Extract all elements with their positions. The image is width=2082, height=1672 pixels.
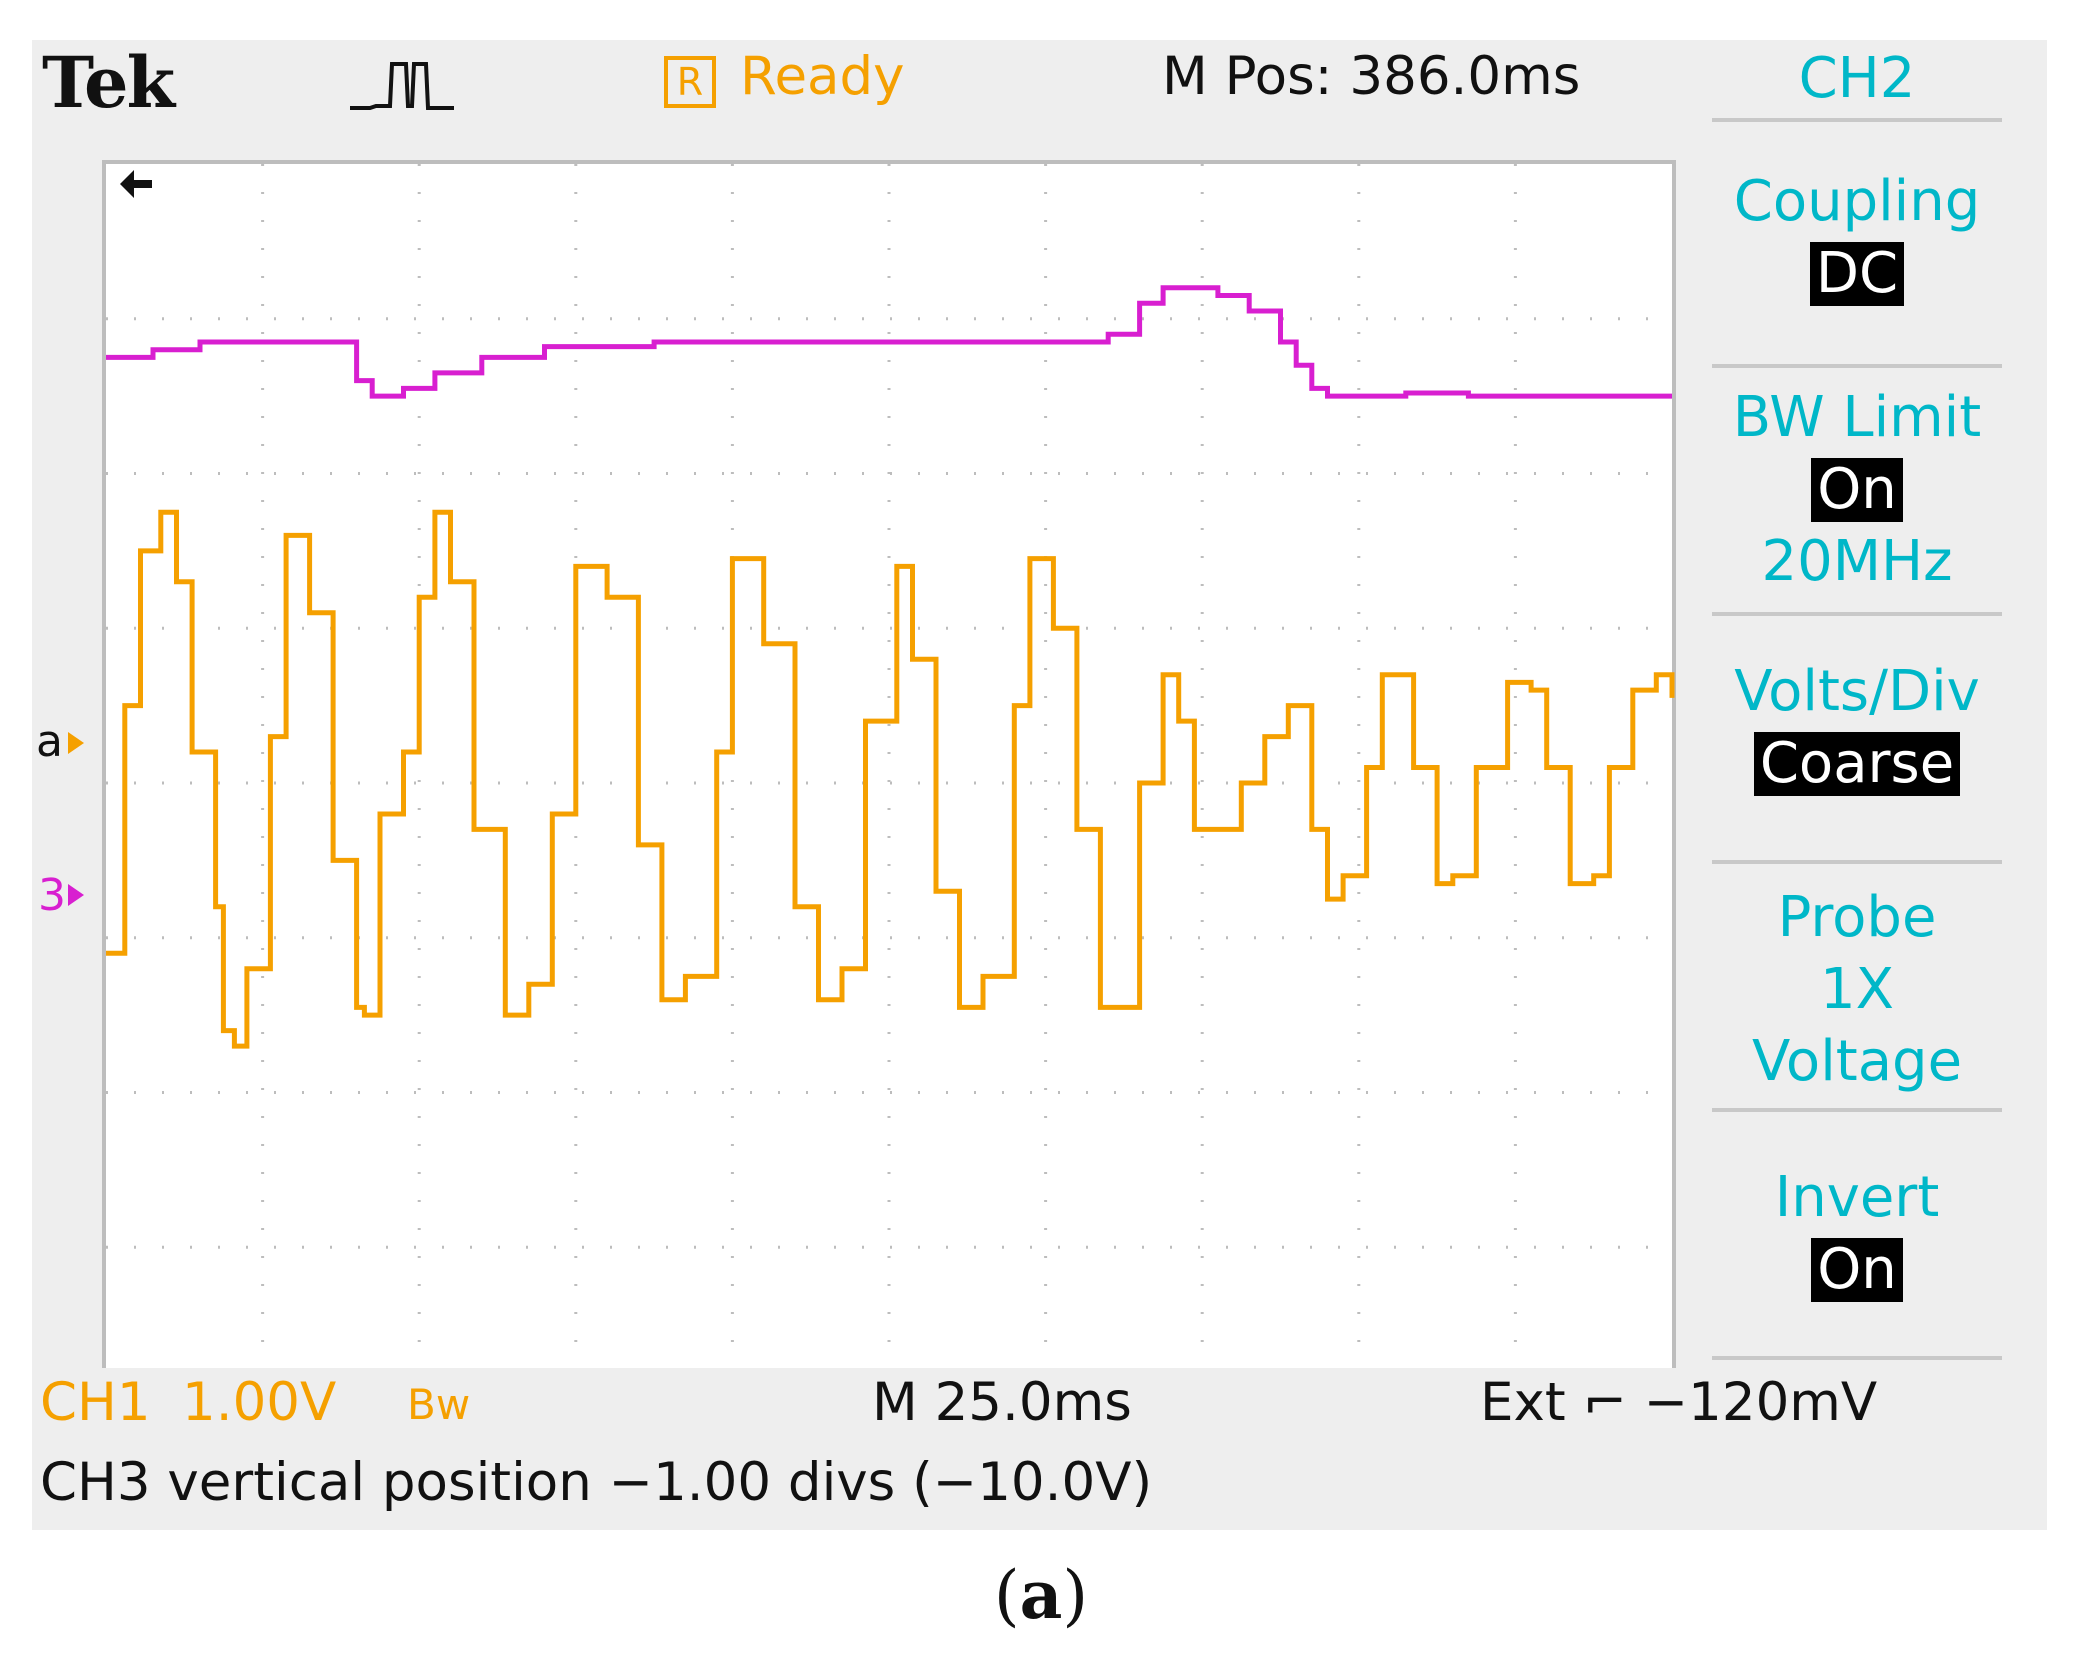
bandwidth-limit-mark: Bw <box>407 1380 471 1429</box>
menu-bw-limit-value: On <box>1811 458 1903 522</box>
trace-ch3 <box>106 285 1672 399</box>
waveform-graticule <box>102 160 1676 1368</box>
menu-invert-label: Invert <box>1774 1165 1940 1230</box>
menu-probe[interactable]: Probe 1X Voltage <box>1712 864 2002 1112</box>
menu-bw-limit-extra: 20MHz <box>1761 529 1953 594</box>
brand-logo: Tek <box>42 41 175 124</box>
status-message: CH3 vertical position −1.00 divs (−10.0V… <box>40 1452 1153 1513</box>
run-state-glyph: R <box>664 56 716 108</box>
run-state-label: Ready <box>740 46 905 107</box>
trigger-readout: Ext ⌐ −120mV <box>1480 1372 1878 1433</box>
menu-bw-limit-label: BW Limit <box>1732 385 1982 450</box>
waveform-traces <box>106 285 1675 1049</box>
menu-probe-ratio: 1X <box>1820 957 1894 1022</box>
menu-volts-div[interactable]: Volts/Div Coarse <box>1712 616 2002 864</box>
menu-coupling-label: Coupling <box>1733 169 1981 234</box>
ch1-ground-marker: a <box>36 716 63 767</box>
trace-ch1 <box>106 509 1675 1049</box>
ch3-ground-marker: 3 <box>38 870 66 921</box>
pulse-waveform-icon <box>350 62 454 110</box>
menu-probe-label: Probe <box>1777 885 1937 950</box>
caption-close-paren: ) <box>1062 1557 1089 1634</box>
ch3-ground-arrow-icon <box>68 884 84 906</box>
menu-coupling[interactable]: Coupling DC <box>1712 122 2002 368</box>
ch1-ground-arrow-icon <box>68 732 84 754</box>
trigger-position-arrow-icon <box>120 170 152 198</box>
menu-channel-title: CH2 <box>1798 46 1916 111</box>
ch1-scale: 1.00V <box>182 1372 337 1433</box>
menu-volts-div-label: Volts/Div <box>1734 659 1980 724</box>
oscilloscope-screen: Tek R Ready M Pos: 386.0ms CH2 Coupling … <box>32 40 2047 1530</box>
menu-bw-limit[interactable]: BW Limit On 20MHz <box>1712 368 2002 616</box>
menu-volts-div-value: Coarse <box>1753 732 1961 796</box>
menu-invert[interactable]: Invert On <box>1712 1112 2002 1360</box>
timebase-readout: M 25.0ms <box>872 1372 1132 1433</box>
ch1-label: CH1 <box>40 1372 151 1433</box>
menu-header-divider <box>1712 40 2002 122</box>
menu-probe-type: Voltage <box>1751 1029 1963 1094</box>
caption-open-paren: ( <box>993 1557 1020 1634</box>
figure-caption: (a) <box>0 1556 2082 1634</box>
main-position-readout: M Pos: 386.0ms <box>1162 46 1581 107</box>
menu-coupling-value: DC <box>1809 242 1905 306</box>
caption-letter: a <box>1019 1556 1063 1634</box>
menu-invert-value: On <box>1811 1238 1903 1302</box>
